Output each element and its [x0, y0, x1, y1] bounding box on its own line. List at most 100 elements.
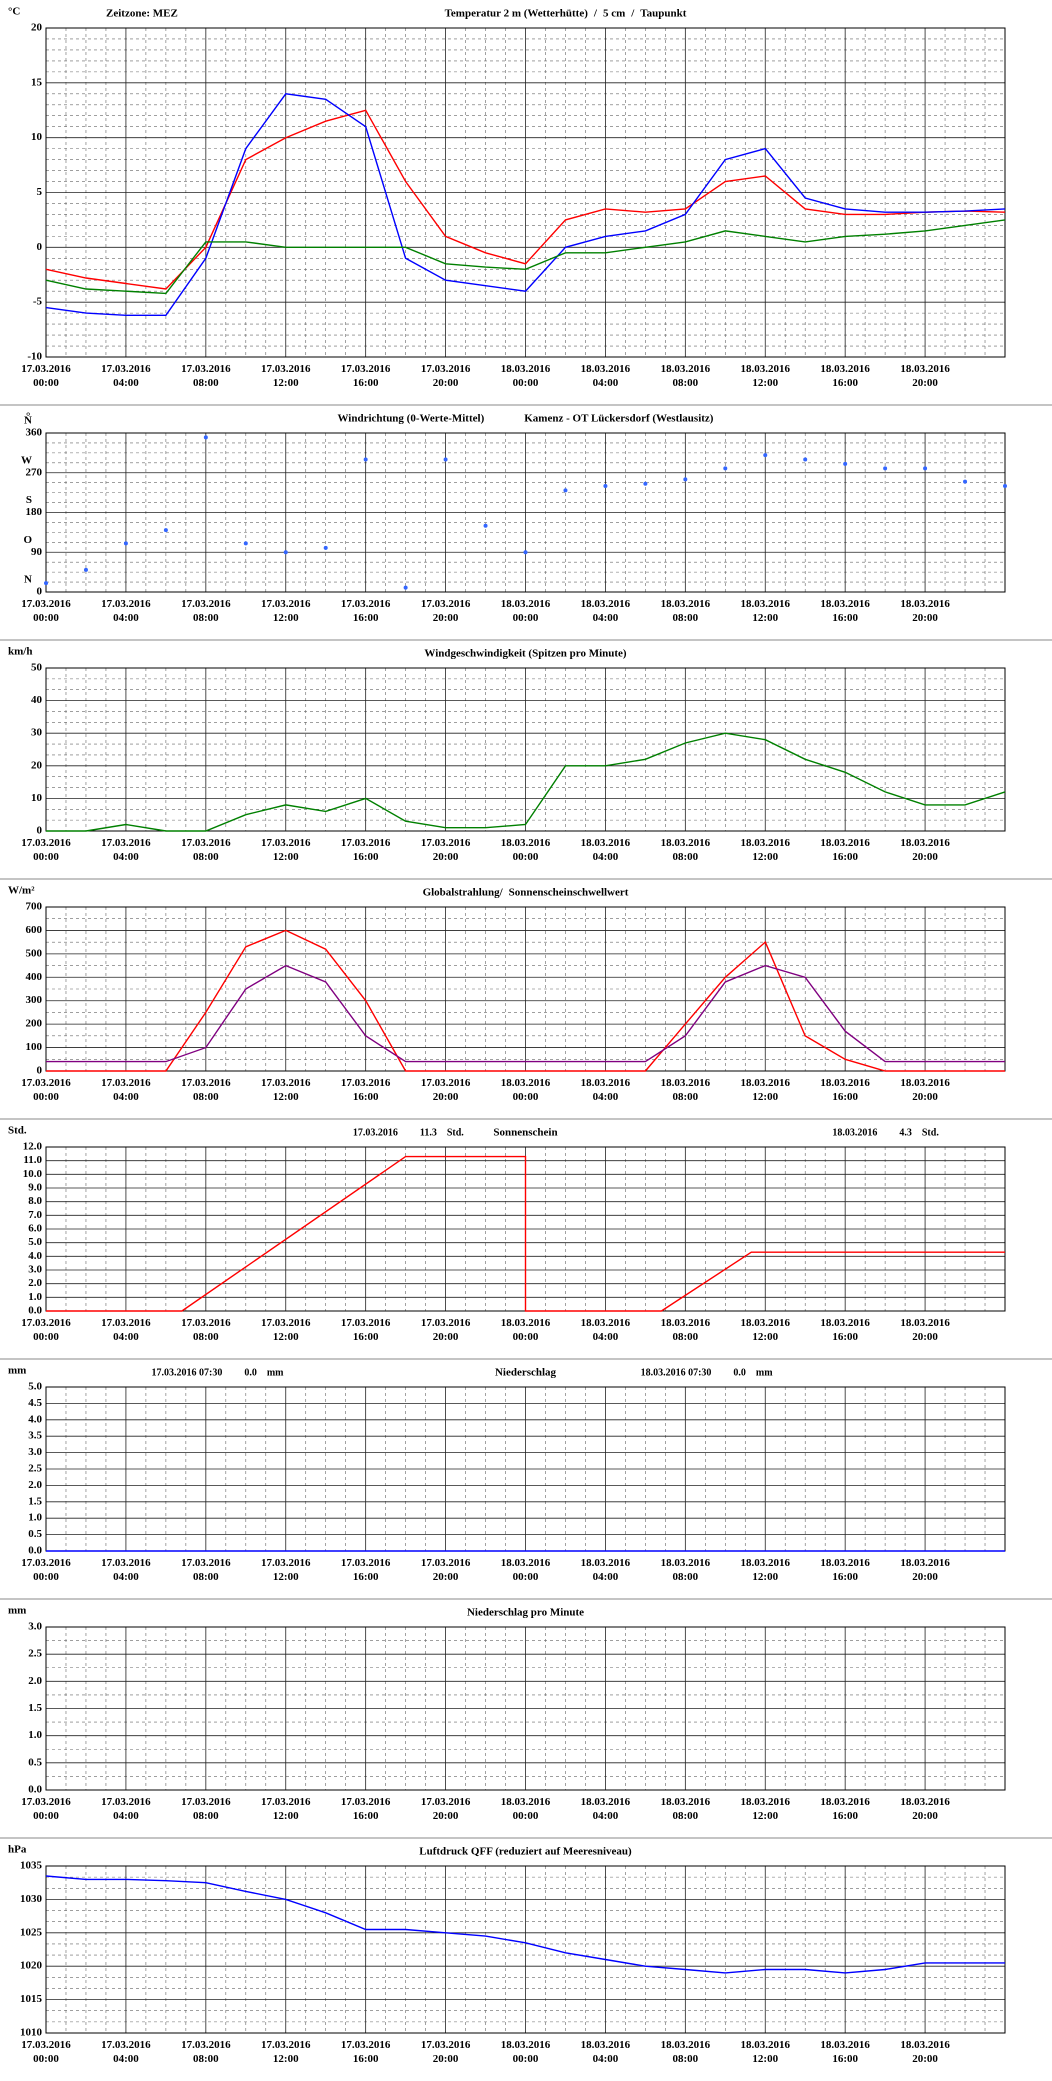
x-tick-label: 18.03.2016 16:00 — [820, 1317, 870, 1343]
compass-label: O — [23, 534, 32, 546]
x-tick-label: 17.03.2016 20:00 — [421, 2039, 471, 2065]
y-tick-label: 2.0 — [28, 1277, 42, 1289]
y-tick-label: 0.0 — [28, 1545, 42, 1557]
x-tick-label: 18.03.2016 12:00 — [741, 2039, 791, 2065]
x-tick-label: 17.03.2016 20:00 — [421, 363, 471, 389]
y-tick-label: 180 — [26, 506, 43, 518]
x-tick-label: 18.03.2016 04:00 — [581, 598, 631, 624]
x-tick-label: 17.03.2016 04:00 — [101, 837, 151, 863]
legend-entry: Temperatur 2 m (Wetterhütte) — [445, 8, 589, 20]
x-tick-label: 17.03.2016 00:00 — [21, 1796, 71, 1822]
y-tick-label: 300 — [26, 994, 43, 1006]
y-tick-label: 2.0 — [28, 1675, 42, 1687]
data-point — [403, 585, 408, 590]
x-tick-label: 18.03.2016 16:00 — [820, 598, 870, 624]
x-tick-label: 18.03.2016 00:00 — [501, 598, 551, 624]
data-line — [45, 109, 1006, 290]
data-line — [46, 732, 1006, 832]
y-tick-label: 7.0 — [28, 1209, 42, 1221]
x-tick-label: 17.03.2016 00:00 — [21, 837, 71, 863]
y-tick-label: 1015 — [20, 1993, 43, 2005]
x-tick-label: 17.03.2016 20:00 — [421, 1796, 471, 1822]
y-tick-label: 270 — [26, 466, 43, 478]
y-tick-label: 0 — [37, 241, 43, 253]
x-tick-label: 18.03.2016 16:00 — [820, 2039, 870, 2065]
y-tick-label: 2.5 — [28, 1648, 42, 1660]
y-tick-label: 11.0 — [23, 1154, 42, 1166]
y-tick-label: 5.0 — [28, 1236, 42, 1248]
y-tick-label: 5 — [37, 186, 43, 198]
x-tick-label: 18.03.2016 20:00 — [900, 363, 950, 389]
plot-frame — [45, 667, 1006, 832]
data-point — [883, 466, 888, 471]
data-line — [45, 219, 1006, 295]
unit-label: W/m² — [8, 885, 35, 897]
x-tick-label: 18.03.2016 12:00 — [741, 837, 791, 863]
x-tick-label: 18.03.2016 16:00 — [820, 1557, 870, 1583]
y-tick-label: 1.0 — [28, 1729, 42, 1741]
data-line — [45, 1875, 1005, 1974]
x-tick-label: 18.03.2016 08:00 — [661, 1557, 711, 1583]
unit-label: ° — [26, 411, 30, 423]
data-point — [643, 481, 648, 486]
y-tick-label: 1.0 — [28, 1512, 42, 1524]
plot-frame — [45, 1626, 1006, 1791]
x-tick-label: 18.03.2016 08:00 — [661, 837, 711, 863]
y-tick-label: 500 — [26, 947, 43, 959]
station-label: Kamenz - OT Lückersdorf (Westlausitz) — [524, 413, 714, 425]
x-tick-label: 17.03.2016 00:00 — [21, 1077, 71, 1103]
y-tick-label: 6.0 — [28, 1223, 42, 1235]
x-tick-label: 17.03.2016 04:00 — [101, 598, 151, 624]
y-tick-label: 1025 — [20, 1926, 43, 1938]
data-point — [243, 541, 248, 546]
x-tick-label: 17.03.2016 16:00 — [341, 598, 391, 624]
y-tick-label: 0 — [37, 586, 43, 598]
data-point — [963, 479, 968, 484]
x-tick-label: 18.03.2016 00:00 — [501, 1796, 551, 1822]
y-tick-label: 1.5 — [28, 1702, 42, 1714]
data-line — [46, 964, 1005, 1063]
legend-entry: 5 cm — [603, 8, 625, 20]
x-tick-label: 18.03.2016 16:00 — [820, 1077, 870, 1103]
data-point — [763, 453, 768, 458]
daily-total-value: 0.0 — [244, 1367, 256, 1378]
data-line — [45, 93, 1006, 316]
x-tick-label: 18.03.2016 00:00 — [501, 1557, 551, 1583]
x-tick-label: 17.03.2016 12:00 — [261, 363, 311, 389]
y-tick-label: 3.0 — [28, 1621, 42, 1633]
y-tick-label: 700 — [26, 901, 43, 913]
x-tick-label: 17.03.2016 00:00 — [21, 363, 71, 389]
data-point — [123, 541, 128, 546]
y-tick-label: -10 — [27, 351, 42, 363]
y-tick-label: 400 — [26, 971, 43, 983]
compass-label: S — [26, 494, 32, 506]
x-tick-label: 17.03.2016 08:00 — [181, 2039, 231, 2065]
x-tick-label: 17.03.2016 12:00 — [261, 1557, 311, 1583]
x-tick-label: 17.03.2016 20:00 — [421, 1557, 471, 1583]
y-tick-label: 30 — [31, 727, 43, 739]
chart-title: Luftdruck QFF (reduziert auf Meeresnivea… — [419, 1846, 632, 1858]
chart-title: Niederschlag pro Minute — [467, 1607, 584, 1619]
data-point — [483, 523, 488, 528]
x-tick-label: 17.03.2016 08:00 — [181, 363, 231, 389]
y-tick-label: 3.0 — [28, 1446, 42, 1458]
x-tick-label: 17.03.2016 12:00 — [261, 1317, 311, 1343]
x-tick-label: 17.03.2016 08:00 — [181, 1317, 231, 1343]
x-tick-label: 17.03.2016 16:00 — [341, 1317, 391, 1343]
x-tick-label: 17.03.2016 08:00 — [181, 1557, 231, 1583]
y-tick-label: 1030 — [20, 1893, 43, 1905]
plot-frame — [45, 432, 1006, 593]
x-tick-label: 18.03.2016 04:00 — [581, 837, 631, 863]
data-point — [843, 461, 848, 466]
x-tick-label: 18.03.2016 08:00 — [661, 1796, 711, 1822]
x-tick-label: 17.03.2016 12:00 — [261, 598, 311, 624]
x-tick-label: 17.03.2016 20:00 — [421, 837, 471, 863]
x-tick-label: 17.03.2016 04:00 — [101, 1557, 151, 1583]
y-tick-label: 20 — [31, 22, 43, 34]
x-tick-label: 17.03.2016 00:00 — [21, 1557, 71, 1583]
chart-title: Sonnenschein — [493, 1127, 557, 1139]
y-tick-label: 15 — [31, 76, 43, 88]
x-tick-label: 17.03.2016 04:00 — [101, 1077, 151, 1103]
y-tick-label: 360 — [26, 427, 43, 439]
